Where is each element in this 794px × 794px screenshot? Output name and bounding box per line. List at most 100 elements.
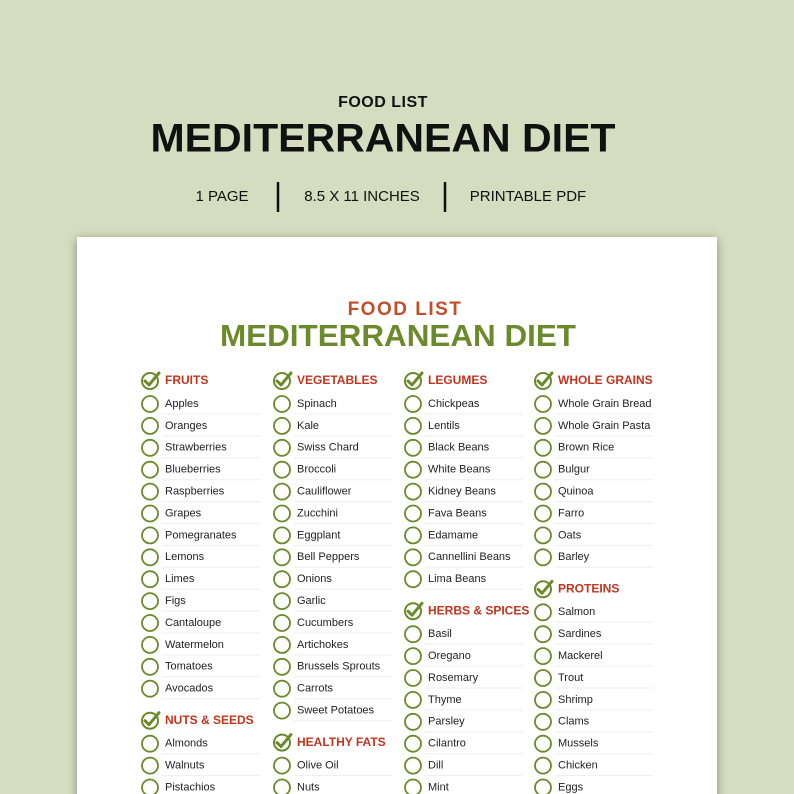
checkbox[interactable] <box>141 614 159 632</box>
section-heading: NUTS & SEEDS <box>165 713 254 727</box>
checkbox[interactable] <box>534 438 552 457</box>
checkbox[interactable] <box>141 504 159 523</box>
checkbox[interactable] <box>141 482 159 501</box>
food-item: Walnuts <box>165 760 205 772</box>
checkbox[interactable] <box>534 548 552 567</box>
checkbox[interactable] <box>404 778 422 794</box>
checkbox[interactable] <box>273 657 291 676</box>
checkbox[interactable] <box>404 734 422 753</box>
checkbox[interactable] <box>404 416 422 435</box>
food-item: Kidney Beans <box>428 486 496 498</box>
checkbox[interactable] <box>141 734 159 753</box>
checkbox[interactable] <box>141 526 159 545</box>
checkbox[interactable] <box>273 570 291 589</box>
checkbox[interactable] <box>141 395 159 413</box>
checkbox[interactable] <box>534 625 552 644</box>
checkbox[interactable] <box>404 647 422 665</box>
food-item: Cauliflower <box>297 486 352 498</box>
food-item: Salmon <box>558 606 595 618</box>
checkbox[interactable] <box>404 438 422 457</box>
check-mark <box>143 371 161 387</box>
checkbox[interactable] <box>534 756 552 775</box>
food-item: Broccoli <box>297 464 336 476</box>
checkbox[interactable] <box>404 526 422 545</box>
checkbox[interactable] <box>273 614 291 632</box>
food-item: Dill <box>428 760 443 772</box>
checkbox[interactable] <box>404 570 422 589</box>
checkbox[interactable] <box>404 395 422 413</box>
food-item: Oats <box>558 529 582 541</box>
checkbox[interactable] <box>404 756 422 775</box>
checkbox[interactable] <box>141 636 159 654</box>
checkbox[interactable] <box>273 592 291 610</box>
checkbox[interactable] <box>141 570 159 589</box>
header-detail: 1 PAGE <box>195 188 248 205</box>
checkbox[interactable] <box>273 460 291 479</box>
checkbox[interactable] <box>273 416 291 435</box>
checkbox[interactable] <box>141 438 159 457</box>
checkbox[interactable] <box>534 691 552 709</box>
section-heading: LEGUMES <box>428 373 487 387</box>
checkbox[interactable] <box>404 712 422 731</box>
checkbox[interactable] <box>534 734 552 753</box>
checkbox[interactable] <box>273 778 291 794</box>
checkbox[interactable] <box>404 460 422 479</box>
food-item: Cantaloupe <box>165 617 221 629</box>
checkbox[interactable] <box>273 438 291 457</box>
food-item: Sweet Potatoes <box>297 705 375 717</box>
checkbox[interactable] <box>404 691 422 709</box>
checkbox[interactable] <box>141 548 159 567</box>
food-item: Nuts <box>297 781 320 793</box>
checkbox[interactable] <box>534 669 552 687</box>
checkbox[interactable] <box>404 482 422 501</box>
checkbox[interactable] <box>141 592 159 610</box>
checkbox[interactable] <box>273 504 291 523</box>
checkbox[interactable] <box>273 701 291 720</box>
checkbox[interactable] <box>273 395 291 413</box>
checkbox[interactable] <box>141 416 159 435</box>
food-item: Pomegranates <box>165 529 237 541</box>
checkbox[interactable] <box>141 679 159 698</box>
food-item: Farro <box>558 507 584 519</box>
food-item: Oregano <box>428 650 471 662</box>
food-item: Clams <box>558 716 590 728</box>
checkbox[interactable] <box>534 460 552 479</box>
checkbox[interactable] <box>404 625 422 644</box>
checkbox[interactable] <box>534 526 552 545</box>
checkbox[interactable] <box>534 416 552 435</box>
checkbox[interactable] <box>404 548 422 567</box>
food-item: Brussels Sprouts <box>297 661 381 673</box>
checkbox[interactable] <box>273 526 291 545</box>
checkbox[interactable] <box>404 504 422 523</box>
checkbox[interactable] <box>141 778 159 794</box>
checkbox[interactable] <box>273 756 291 775</box>
food-item: Kale <box>297 420 319 432</box>
heading-icon <box>404 602 422 621</box>
checkbox[interactable] <box>273 482 291 501</box>
checkbox[interactable] <box>534 603 552 622</box>
checkbox[interactable] <box>534 395 552 413</box>
checkbox[interactable] <box>534 778 552 794</box>
checkbox[interactable] <box>534 504 552 523</box>
checkbox[interactable] <box>273 548 291 567</box>
checkbox[interactable] <box>273 636 291 654</box>
sheet-title: MEDITERRANEAN DIET <box>220 318 576 353</box>
checkbox[interactable] <box>534 482 552 501</box>
checkbox[interactable] <box>273 679 291 698</box>
heading-icon <box>404 372 422 390</box>
checkbox[interactable] <box>141 657 159 676</box>
checkbox[interactable] <box>404 669 422 687</box>
food-item: Pistachios <box>165 781 216 793</box>
header-detail: 8.5 X 11 INCHES <box>304 188 420 205</box>
checkbox[interactable] <box>534 647 552 665</box>
food-item: Lemons <box>165 551 205 563</box>
checkbox[interactable] <box>141 756 159 775</box>
checkbox[interactable] <box>534 712 552 731</box>
food-item: Cannellini Beans <box>428 551 511 563</box>
food-item: Lentils <box>428 420 460 432</box>
heading-icon <box>534 580 552 599</box>
section-heading: VEGETABLES <box>297 373 377 387</box>
checkbox[interactable] <box>141 460 159 479</box>
food-item: Chicken <box>558 760 598 772</box>
heading-icon <box>141 372 159 390</box>
